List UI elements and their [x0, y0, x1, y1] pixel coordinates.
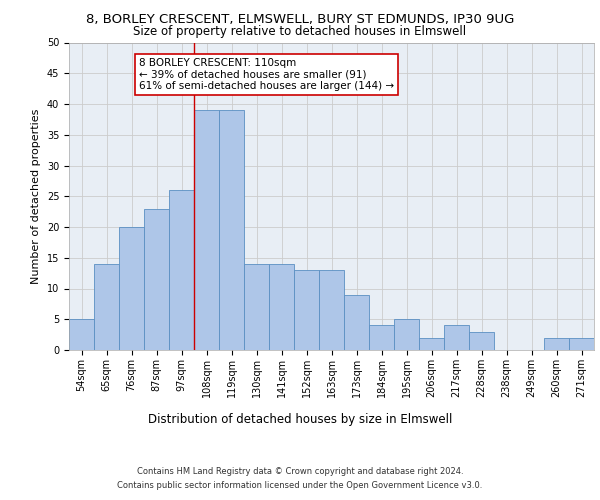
Bar — [394, 320, 419, 350]
Bar — [294, 270, 319, 350]
Bar — [569, 338, 594, 350]
Bar — [244, 264, 269, 350]
Bar — [194, 110, 219, 350]
Bar — [344, 294, 369, 350]
Bar — [119, 227, 144, 350]
Text: 8 BORLEY CRESCENT: 110sqm
← 39% of detached houses are smaller (91)
61% of semi-: 8 BORLEY CRESCENT: 110sqm ← 39% of detac… — [139, 58, 394, 91]
Bar — [444, 326, 469, 350]
Bar — [319, 270, 344, 350]
Bar — [544, 338, 569, 350]
Bar — [369, 326, 394, 350]
Text: 8, BORLEY CRESCENT, ELMSWELL, BURY ST EDMUNDS, IP30 9UG: 8, BORLEY CRESCENT, ELMSWELL, BURY ST ED… — [86, 12, 514, 26]
Y-axis label: Number of detached properties: Number of detached properties — [31, 108, 41, 284]
Text: Distribution of detached houses by size in Elmswell: Distribution of detached houses by size … — [148, 412, 452, 426]
Text: Contains public sector information licensed under the Open Government Licence v3: Contains public sector information licen… — [118, 481, 482, 490]
Bar — [219, 110, 244, 350]
Bar — [269, 264, 294, 350]
Bar — [69, 320, 94, 350]
Bar — [169, 190, 194, 350]
Bar — [469, 332, 494, 350]
Bar — [144, 208, 169, 350]
Bar — [419, 338, 444, 350]
Text: Contains HM Land Registry data © Crown copyright and database right 2024.: Contains HM Land Registry data © Crown c… — [137, 468, 463, 476]
Text: Size of property relative to detached houses in Elmswell: Size of property relative to detached ho… — [133, 25, 467, 38]
Bar — [94, 264, 119, 350]
